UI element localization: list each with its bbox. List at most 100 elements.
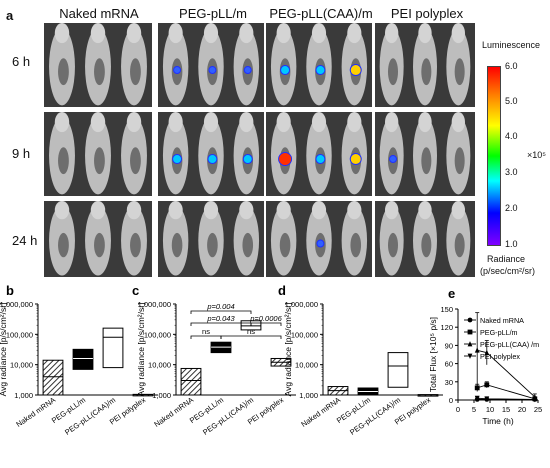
mouse — [233, 112, 260, 195]
x-tick-label: 15 — [502, 405, 510, 414]
y-tick-label: 0 — [449, 396, 453, 405]
mouse — [413, 201, 437, 276]
mouse — [49, 201, 75, 276]
imaging-tile — [158, 112, 264, 196]
mouse — [233, 23, 260, 106]
category-label: Naked mRNA — [299, 395, 342, 429]
mouse — [233, 201, 260, 276]
mouse — [446, 201, 471, 276]
mouse — [379, 201, 404, 276]
category-label: Naked mRNA — [14, 395, 57, 429]
colorbar-units-1: Radiance — [487, 254, 526, 264]
column-header-naked-mrna: Naked mRNA — [59, 6, 139, 21]
row-label-24h: 24 h — [12, 233, 38, 248]
mouse — [49, 23, 75, 106]
y-tick-label: 30 — [445, 378, 453, 387]
y-tick-label: 100,000 — [291, 330, 318, 339]
imaging-tile — [375, 23, 475, 107]
x-tick-label: 25 — [534, 405, 542, 414]
mouse — [162, 112, 189, 195]
mouse — [341, 112, 368, 195]
row-label-9h: 9 h — [12, 146, 31, 161]
y-axis-label: Total Flux [×10⁵ p/s] — [428, 317, 438, 392]
category-label: PEG-pLL(CAA)/m — [63, 395, 117, 437]
mouse — [446, 23, 471, 106]
imaging-tile — [44, 23, 152, 107]
data-point — [484, 349, 490, 356]
mouse — [306, 201, 332, 276]
significance-label: p=0.004 — [206, 302, 234, 311]
category-label: Naked mRNA — [152, 395, 195, 429]
y-tick-label: 10,000 — [10, 361, 33, 370]
column-header-peg-pll-caa: PEG-pLL(CAA)/m — [269, 6, 373, 21]
imaging-tile — [266, 23, 372, 107]
mouse — [198, 201, 224, 276]
mouse — [270, 201, 297, 276]
luminescence-spot — [315, 154, 326, 165]
x-tick-label: 5 — [472, 405, 476, 414]
mouse — [306, 23, 332, 106]
colorbar-gradient — [487, 66, 501, 246]
mouse — [379, 23, 404, 106]
panel-a-letter: a — [6, 8, 14, 23]
mouse — [306, 112, 332, 195]
mouse — [162, 23, 189, 106]
imaging-tile — [266, 112, 372, 196]
x-tick-label: 10 — [486, 405, 494, 414]
data-point — [474, 347, 480, 353]
box-0 — [42, 359, 64, 396]
y-axis-label: Avg radiance [p/s/cm²/sr] — [0, 303, 8, 397]
y-tick-label: 150 — [440, 305, 453, 314]
mouse — [446, 112, 471, 195]
y-tick-label: 90 — [445, 341, 453, 350]
mouse — [162, 201, 189, 276]
data-point — [484, 382, 490, 388]
imaging-tile — [375, 201, 475, 277]
mouse — [270, 112, 297, 195]
column-header-pei-polyplex: PEI polyplex — [390, 6, 464, 21]
mouse — [341, 201, 368, 276]
legend-label: Naked mRNA — [480, 316, 524, 325]
y-tick-label: 100,000 — [6, 330, 33, 339]
luminescence-spot — [208, 66, 217, 75]
mouse — [85, 201, 111, 276]
luminescence-spot — [172, 154, 183, 165]
luminescence-spot — [349, 64, 362, 77]
y-tick-label: 1,000 — [14, 391, 33, 400]
y-tick-label: 1,000 — [299, 391, 318, 400]
category-label: PEG-pLL(CAA)/m — [201, 395, 255, 437]
panel-b-letter: b — [6, 283, 14, 298]
mouse — [198, 23, 224, 106]
significance-label: ns — [247, 327, 255, 336]
colorbar-tick-5: 5.0 — [505, 96, 518, 106]
mouse — [121, 201, 147, 276]
imaging-tile — [158, 23, 264, 107]
significance-label: p=0.043 — [206, 314, 235, 323]
panel-d-letter: d — [278, 283, 286, 298]
y-tick-label: 10,000 — [148, 361, 171, 370]
luminescence-spot — [242, 154, 253, 165]
y-tick-label: 120 — [440, 323, 453, 332]
y-axis-label: Avg radiance [p/s/cm²/sr] — [136, 303, 146, 397]
colorbar-tick-6: 6.0 — [505, 61, 518, 71]
luminescence-spot — [173, 66, 182, 75]
y-tick-label: 1,000,000 — [285, 300, 318, 309]
box-2 — [387, 352, 409, 388]
legend-label: PEG-pLL/m — [480, 328, 518, 337]
mouse — [49, 112, 75, 195]
x-tick-label: 20 — [518, 405, 526, 414]
y-axis-label: Avg radiance [p/s/cm²/sr] — [283, 303, 293, 397]
colorbar-multiplier: ×10⁵ — [527, 150, 546, 160]
colorbar-title: Luminescence — [482, 40, 541, 50]
mouse — [379, 112, 404, 195]
luminescence-spot — [389, 155, 397, 164]
box-1 — [72, 348, 94, 370]
luminescence-spot — [278, 152, 293, 167]
data-point — [532, 396, 538, 403]
colorbar-tick-4: 4.0 — [505, 131, 518, 141]
mouse — [413, 112, 437, 195]
luminescence-spot — [349, 153, 362, 166]
significance-bracket — [190, 335, 222, 339]
legend-marker — [467, 353, 473, 359]
